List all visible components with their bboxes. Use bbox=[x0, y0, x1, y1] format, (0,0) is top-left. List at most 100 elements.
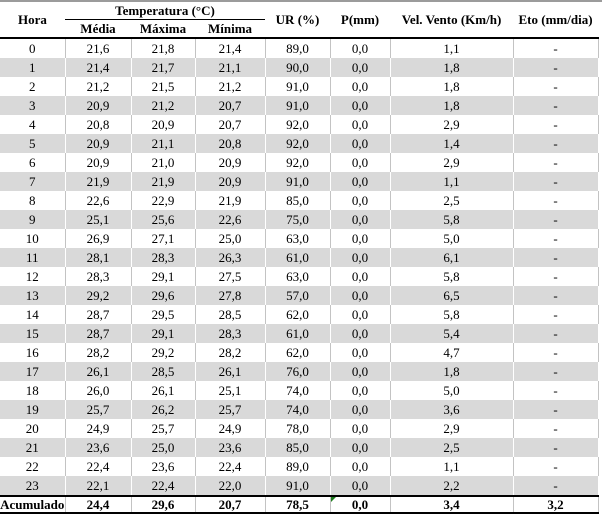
cell-media: 23,6 bbox=[65, 438, 132, 457]
header-row-subcolumns: Média Máxima Mínima bbox=[0, 19, 598, 39]
cell-maxima: 25,6 bbox=[131, 210, 196, 229]
cell-vento: 1,1 bbox=[390, 172, 514, 191]
cell-hora: 5 bbox=[0, 134, 66, 153]
cell-eto: - bbox=[513, 419, 599, 438]
column-header-eto: Eto (mm/dia) bbox=[513, 2, 599, 39]
cell-eto: - bbox=[513, 324, 599, 343]
table-row-hour-15: 15 28,7 29,1 28,3 61,0 0,0 5,4- bbox=[0, 324, 599, 343]
cell-vento: 3,6 bbox=[390, 400, 514, 419]
cell-minima: 21,4 bbox=[195, 38, 266, 58]
cell-eto: - bbox=[513, 438, 599, 457]
cell-maxima: 21,5 bbox=[131, 77, 196, 96]
cell-ur: 92,0 bbox=[265, 134, 331, 153]
cell-minima: 22,6 bbox=[195, 210, 266, 229]
cell-vento: 5,8 bbox=[390, 267, 514, 286]
cell-hora: 18 bbox=[0, 381, 66, 400]
cell-acumulado-vento: 3,4 bbox=[390, 495, 514, 514]
cell-minima: 25,0 bbox=[195, 229, 266, 248]
cell-p: 0,0 bbox=[330, 38, 391, 58]
cell-eto: - bbox=[513, 381, 599, 400]
cell-p: 0,0 bbox=[330, 210, 391, 229]
table-row-hour-14: 14 28,7 29,5 28,5 62,0 0,0 5,8- bbox=[0, 305, 599, 324]
cell-media: 21,4 bbox=[65, 58, 132, 77]
cell-ur: 61,0 bbox=[265, 248, 331, 267]
cell-minima: 27,5 bbox=[195, 267, 266, 286]
cell-hora: 8 bbox=[0, 191, 66, 210]
cell-hora: 11 bbox=[0, 248, 66, 267]
cell-media: 21,9 bbox=[65, 172, 132, 191]
cell-hora: 9 bbox=[0, 210, 66, 229]
cell-media: 21,6 bbox=[65, 38, 132, 58]
cell-eto: - bbox=[513, 362, 599, 381]
table-row-hour-20: 20 24,9 25,7 24,9 78,0 0,0 2,9- bbox=[0, 419, 599, 438]
cell-acumulado-label: Acumulado bbox=[0, 495, 66, 514]
cell-media: 20,8 bbox=[65, 115, 132, 134]
cell-hora: 10 bbox=[0, 229, 66, 248]
cell-media: 22,4 bbox=[65, 457, 132, 476]
cell-media: 28,7 bbox=[65, 305, 132, 324]
cell-minima: 27,8 bbox=[195, 286, 266, 305]
cell-ur: 92,0 bbox=[265, 115, 331, 134]
cell-eto: - bbox=[513, 58, 599, 77]
table-row-hour-13: 13 29,2 29,6 27,8 57,0 0,0 6,5- bbox=[0, 286, 599, 305]
cell-acumulado-media: 24,4 bbox=[65, 495, 132, 514]
cell-p: 0,0 bbox=[330, 191, 391, 210]
cell-minima: 28,2 bbox=[195, 343, 266, 362]
cell-maxima: 29,2 bbox=[131, 343, 196, 362]
cell-eto: - bbox=[513, 210, 599, 229]
cell-vento: 1,8 bbox=[390, 362, 514, 381]
excel-error-triangle-icon bbox=[330, 497, 336, 502]
cell-minima: 26,1 bbox=[195, 362, 266, 381]
table-row-hour-5: 5 20,9 21,1 20,8 92,0 0,0 1,4- bbox=[0, 134, 599, 153]
table-row-hour-6: 6 20,9 21,0 20,9 92,0 0,0 2,9- bbox=[0, 153, 599, 172]
table-body: 0 21,6 21,8 21,4 89,0 0,0 1,1-1 21,4 21,7 21,1 90,… bbox=[0, 38, 599, 496]
cell-hora: 3 bbox=[0, 96, 66, 115]
cell-maxima: 28,3 bbox=[131, 248, 196, 267]
cell-ur: 63,0 bbox=[265, 267, 331, 286]
cell-eto: - bbox=[513, 476, 599, 496]
table-row-hour-8: 8 22,6 22,9 21,9 85,0 0,0 2,5- bbox=[0, 191, 599, 210]
cell-maxima: 27,1 bbox=[131, 229, 196, 248]
cell-acumulado-p: 0,0 bbox=[330, 495, 391, 514]
cell-ur: 91,0 bbox=[265, 77, 331, 96]
cell-hora: 2 bbox=[0, 77, 66, 96]
cell-eto: - bbox=[513, 305, 599, 324]
column-group-temperatura: Temperatura (°C) bbox=[65, 2, 266, 20]
cell-p: 0,0 bbox=[330, 134, 391, 153]
table-row-hour-11: 11 28,1 28,3 26,3 61,0 0,0 6,1- bbox=[0, 248, 599, 267]
cell-minima: 22,0 bbox=[195, 476, 266, 496]
cell-maxima: 26,2 bbox=[131, 400, 196, 419]
cell-vento: 1,8 bbox=[390, 58, 514, 77]
cell-minima: 22,4 bbox=[195, 457, 266, 476]
cell-acumulado-maxima: 29,6 bbox=[131, 495, 196, 514]
cell-eto: - bbox=[513, 115, 599, 134]
cell-eto: - bbox=[513, 172, 599, 191]
cell-eto: - bbox=[513, 457, 599, 476]
cell-ur: 91,0 bbox=[265, 96, 331, 115]
cell-hora: 6 bbox=[0, 153, 66, 172]
table-row-hour-3: 3 20,9 21,2 20,7 91,0 0,0 1,8- bbox=[0, 96, 599, 115]
cell-media: 26,9 bbox=[65, 229, 132, 248]
cell-hora: 14 bbox=[0, 305, 66, 324]
cell-maxima: 26,1 bbox=[131, 381, 196, 400]
cell-minima: 20,9 bbox=[195, 172, 266, 191]
cell-p: 0,0 bbox=[330, 381, 391, 400]
cell-p: 0,0 bbox=[330, 305, 391, 324]
cell-ur: 74,0 bbox=[265, 381, 331, 400]
cell-p: 0,0 bbox=[330, 457, 391, 476]
cell-vento: 2,5 bbox=[390, 191, 514, 210]
cell-vento: 6,5 bbox=[390, 286, 514, 305]
cell-vento: 6,1 bbox=[390, 248, 514, 267]
cell-hora: 15 bbox=[0, 324, 66, 343]
cell-eto: - bbox=[513, 77, 599, 96]
cell-ur: 63,0 bbox=[265, 229, 331, 248]
cell-vento: 2,9 bbox=[390, 153, 514, 172]
cell-media: 28,3 bbox=[65, 267, 132, 286]
cell-ur: 91,0 bbox=[265, 172, 331, 191]
cell-ur: 85,0 bbox=[265, 438, 331, 457]
cell-ur: 76,0 bbox=[265, 362, 331, 381]
cell-ur: 91,0 bbox=[265, 476, 331, 496]
cell-hora: 22 bbox=[0, 457, 66, 476]
cell-ur: 62,0 bbox=[265, 343, 331, 362]
cell-media: 22,1 bbox=[65, 476, 132, 496]
